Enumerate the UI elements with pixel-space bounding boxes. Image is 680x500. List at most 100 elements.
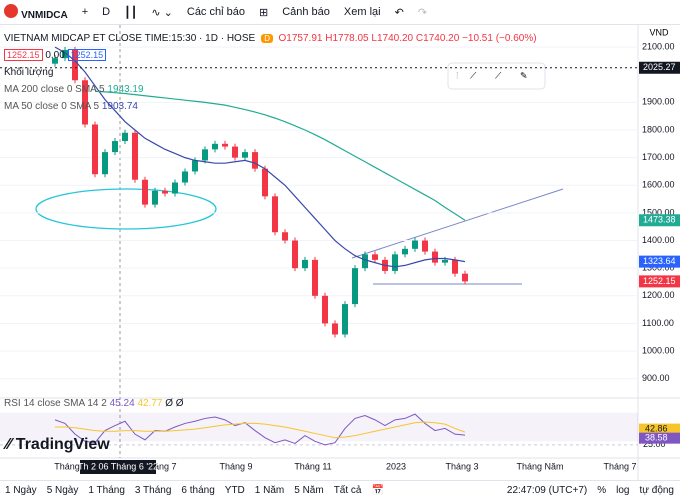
candle-body bbox=[352, 268, 358, 305]
drawing-tool[interactable]: ⟋ bbox=[470, 70, 477, 80]
line-style[interactable]: ∿ ⌄ bbox=[151, 6, 173, 19]
candle-body bbox=[182, 171, 188, 183]
price-tag bbox=[639, 214, 680, 227]
candle-body bbox=[432, 251, 438, 263]
range-button[interactable]: 6 tháng bbox=[181, 485, 215, 496]
ohlc: O1757.91 H1778.05 L1740.20 C1740.20 −10.… bbox=[279, 33, 537, 44]
rsi-tag bbox=[639, 432, 680, 444]
range-button[interactable]: 5 Ngày bbox=[46, 485, 79, 496]
range-button[interactable]: 5 Năm bbox=[294, 485, 324, 496]
candle-body bbox=[282, 232, 288, 241]
x-tick-label: Tháng 7 bbox=[143, 461, 176, 471]
candle-body bbox=[172, 182, 178, 194]
candle-body bbox=[402, 248, 408, 255]
y-tick-label: 1100.00 bbox=[642, 318, 674, 328]
drawing-trendline[interactable] bbox=[351, 188, 564, 259]
chart: ⁞ ⟋ ⟋ ✎ VND 2100.00 1900.00 1800.00 1700.00… bbox=[0, 25, 680, 480]
range-buttons: 1 Ngày 5 Ngày 1 Tháng 3 Tháng 6 tháng YTD 1 Nă… bbox=[5, 485, 361, 496]
candle-body bbox=[212, 143, 218, 150]
rsi-legend: RSI 14 close SMA 14 2 45.24 42.77 Ø Ø bbox=[4, 398, 184, 409]
x-tick-label: 2023 bbox=[386, 461, 406, 471]
candle-body bbox=[142, 179, 148, 205]
sell[interactable]: 1252.15 bbox=[4, 49, 43, 61]
candle-body bbox=[422, 240, 428, 252]
rsi-label: RSI 14 close SMA 14 2 bbox=[4, 398, 107, 409]
range-button[interactable]: 1 Năm bbox=[254, 485, 285, 496]
range-button[interactable]: YTD bbox=[224, 485, 245, 496]
candle-body bbox=[92, 124, 98, 175]
volume: Khối lượng bbox=[4, 67, 54, 78]
candle-body bbox=[202, 149, 208, 161]
drawing-ellipse[interactable] bbox=[35, 188, 217, 230]
candle-body bbox=[82, 80, 88, 125]
range-button[interactable]: 1 Tháng bbox=[88, 485, 125, 496]
candle-body bbox=[442, 259, 448, 263]
crosshair-label-bg bbox=[80, 460, 156, 474]
ma50-label: MA 50 close 0 SMA 5 bbox=[4, 101, 100, 112]
percent[interactable]: % bbox=[597, 485, 607, 496]
candle-body bbox=[362, 254, 368, 269]
auto[interactable]: tự động bbox=[639, 485, 675, 496]
crosshair-label: Th 2 06 Tháng 6 '22 bbox=[78, 461, 158, 471]
y-tick-label: 900.00 bbox=[642, 373, 670, 383]
log[interactable]: log bbox=[616, 485, 630, 496]
drawing-tool[interactable]: ✎ bbox=[520, 70, 528, 80]
ma-line bbox=[54, 46, 466, 268]
symbol-text: VNMIDCA bbox=[21, 9, 68, 21]
range-button[interactable]: 3 Tháng bbox=[134, 485, 172, 496]
rsi-line bbox=[55, 421, 466, 439]
rsi-extra: Ø Ø bbox=[165, 398, 184, 409]
y-tick-label: 1800.00 bbox=[642, 124, 675, 134]
candle-body bbox=[322, 295, 328, 324]
indicators[interactable]: Các chỉ báo bbox=[186, 6, 245, 18]
candle-body bbox=[252, 152, 258, 169]
x-tick-label: Tháng Năm bbox=[516, 461, 563, 471]
currency: VND bbox=[649, 27, 669, 37]
candle-body bbox=[72, 49, 78, 81]
ma50-value: 1903.74 bbox=[101, 101, 138, 112]
range-button[interactable]: 1 Ngày bbox=[5, 485, 37, 496]
spread: 0.00 bbox=[45, 50, 65, 61]
chart-style[interactable]: ┃┃ bbox=[124, 6, 138, 19]
candle-body bbox=[162, 190, 168, 194]
rsi-ma-value: 42.77 bbox=[137, 398, 163, 409]
alerts[interactable]: Cảnh báo bbox=[282, 6, 330, 18]
candle-body bbox=[332, 323, 338, 335]
candle-body bbox=[342, 304, 348, 335]
x-tick-label: Tháng 7 bbox=[603, 461, 636, 471]
x-tick-label: Tháng bbox=[54, 461, 80, 471]
replay[interactable]: Xem lại bbox=[343, 6, 381, 18]
y-tick-label: 25.00 bbox=[643, 439, 666, 449]
add-symbol[interactable]: + bbox=[81, 6, 89, 18]
candle-body bbox=[462, 273, 468, 282]
interval[interactable]: D bbox=[102, 6, 111, 18]
drawing-tool[interactable]: ⟋ bbox=[495, 70, 502, 80]
legend-title: VIETNAM MIDCAP ET CLOSE TIME:15:30 · 1D … bbox=[4, 33, 256, 44]
candle-body bbox=[222, 143, 228, 147]
redo[interactable]: ↷ bbox=[417, 6, 428, 19]
clock: 22:47:09 (UTC+7) bbox=[506, 485, 588, 496]
candle-body bbox=[412, 240, 418, 249]
candle-body bbox=[112, 141, 118, 153]
drawing-toolbar bbox=[447, 62, 546, 90]
price-tag bbox=[639, 61, 680, 74]
legend: VIETNAM MIDCAP ET CLOSE TIME:15:30 · 1D … bbox=[4, 30, 537, 115]
top-toolbar: VNMIDCA + D ┃┃ ∿ ⌄ Các chỉ báo ⊞ Cảnh bá… bbox=[0, 0, 680, 25]
rsi-tag bbox=[639, 423, 680, 435]
candle-body bbox=[392, 254, 398, 271]
high: H1778.05 bbox=[325, 33, 369, 44]
drag-handle[interactable]: ⁞ bbox=[456, 70, 459, 80]
range-button[interactable]: Tất cả bbox=[333, 485, 362, 496]
x-tick-label: Tháng 11 bbox=[294, 461, 331, 471]
candle-body bbox=[272, 196, 278, 233]
y-tick-label: 1000.00 bbox=[642, 345, 675, 355]
layout[interactable]: ⊞ bbox=[258, 6, 269, 19]
undo[interactable]: ↶ bbox=[394, 6, 404, 19]
candle-body bbox=[372, 254, 378, 260]
price-tag bbox=[639, 255, 680, 268]
buy[interactable]: 1252.15 bbox=[67, 49, 107, 61]
date-range[interactable]: 📅 bbox=[371, 485, 384, 496]
y-tick-label: 1200.00 bbox=[642, 290, 675, 300]
symbol[interactable]: VNMIDCA bbox=[4, 3, 68, 21]
x-tick-label: Tháng 3 bbox=[445, 461, 478, 471]
